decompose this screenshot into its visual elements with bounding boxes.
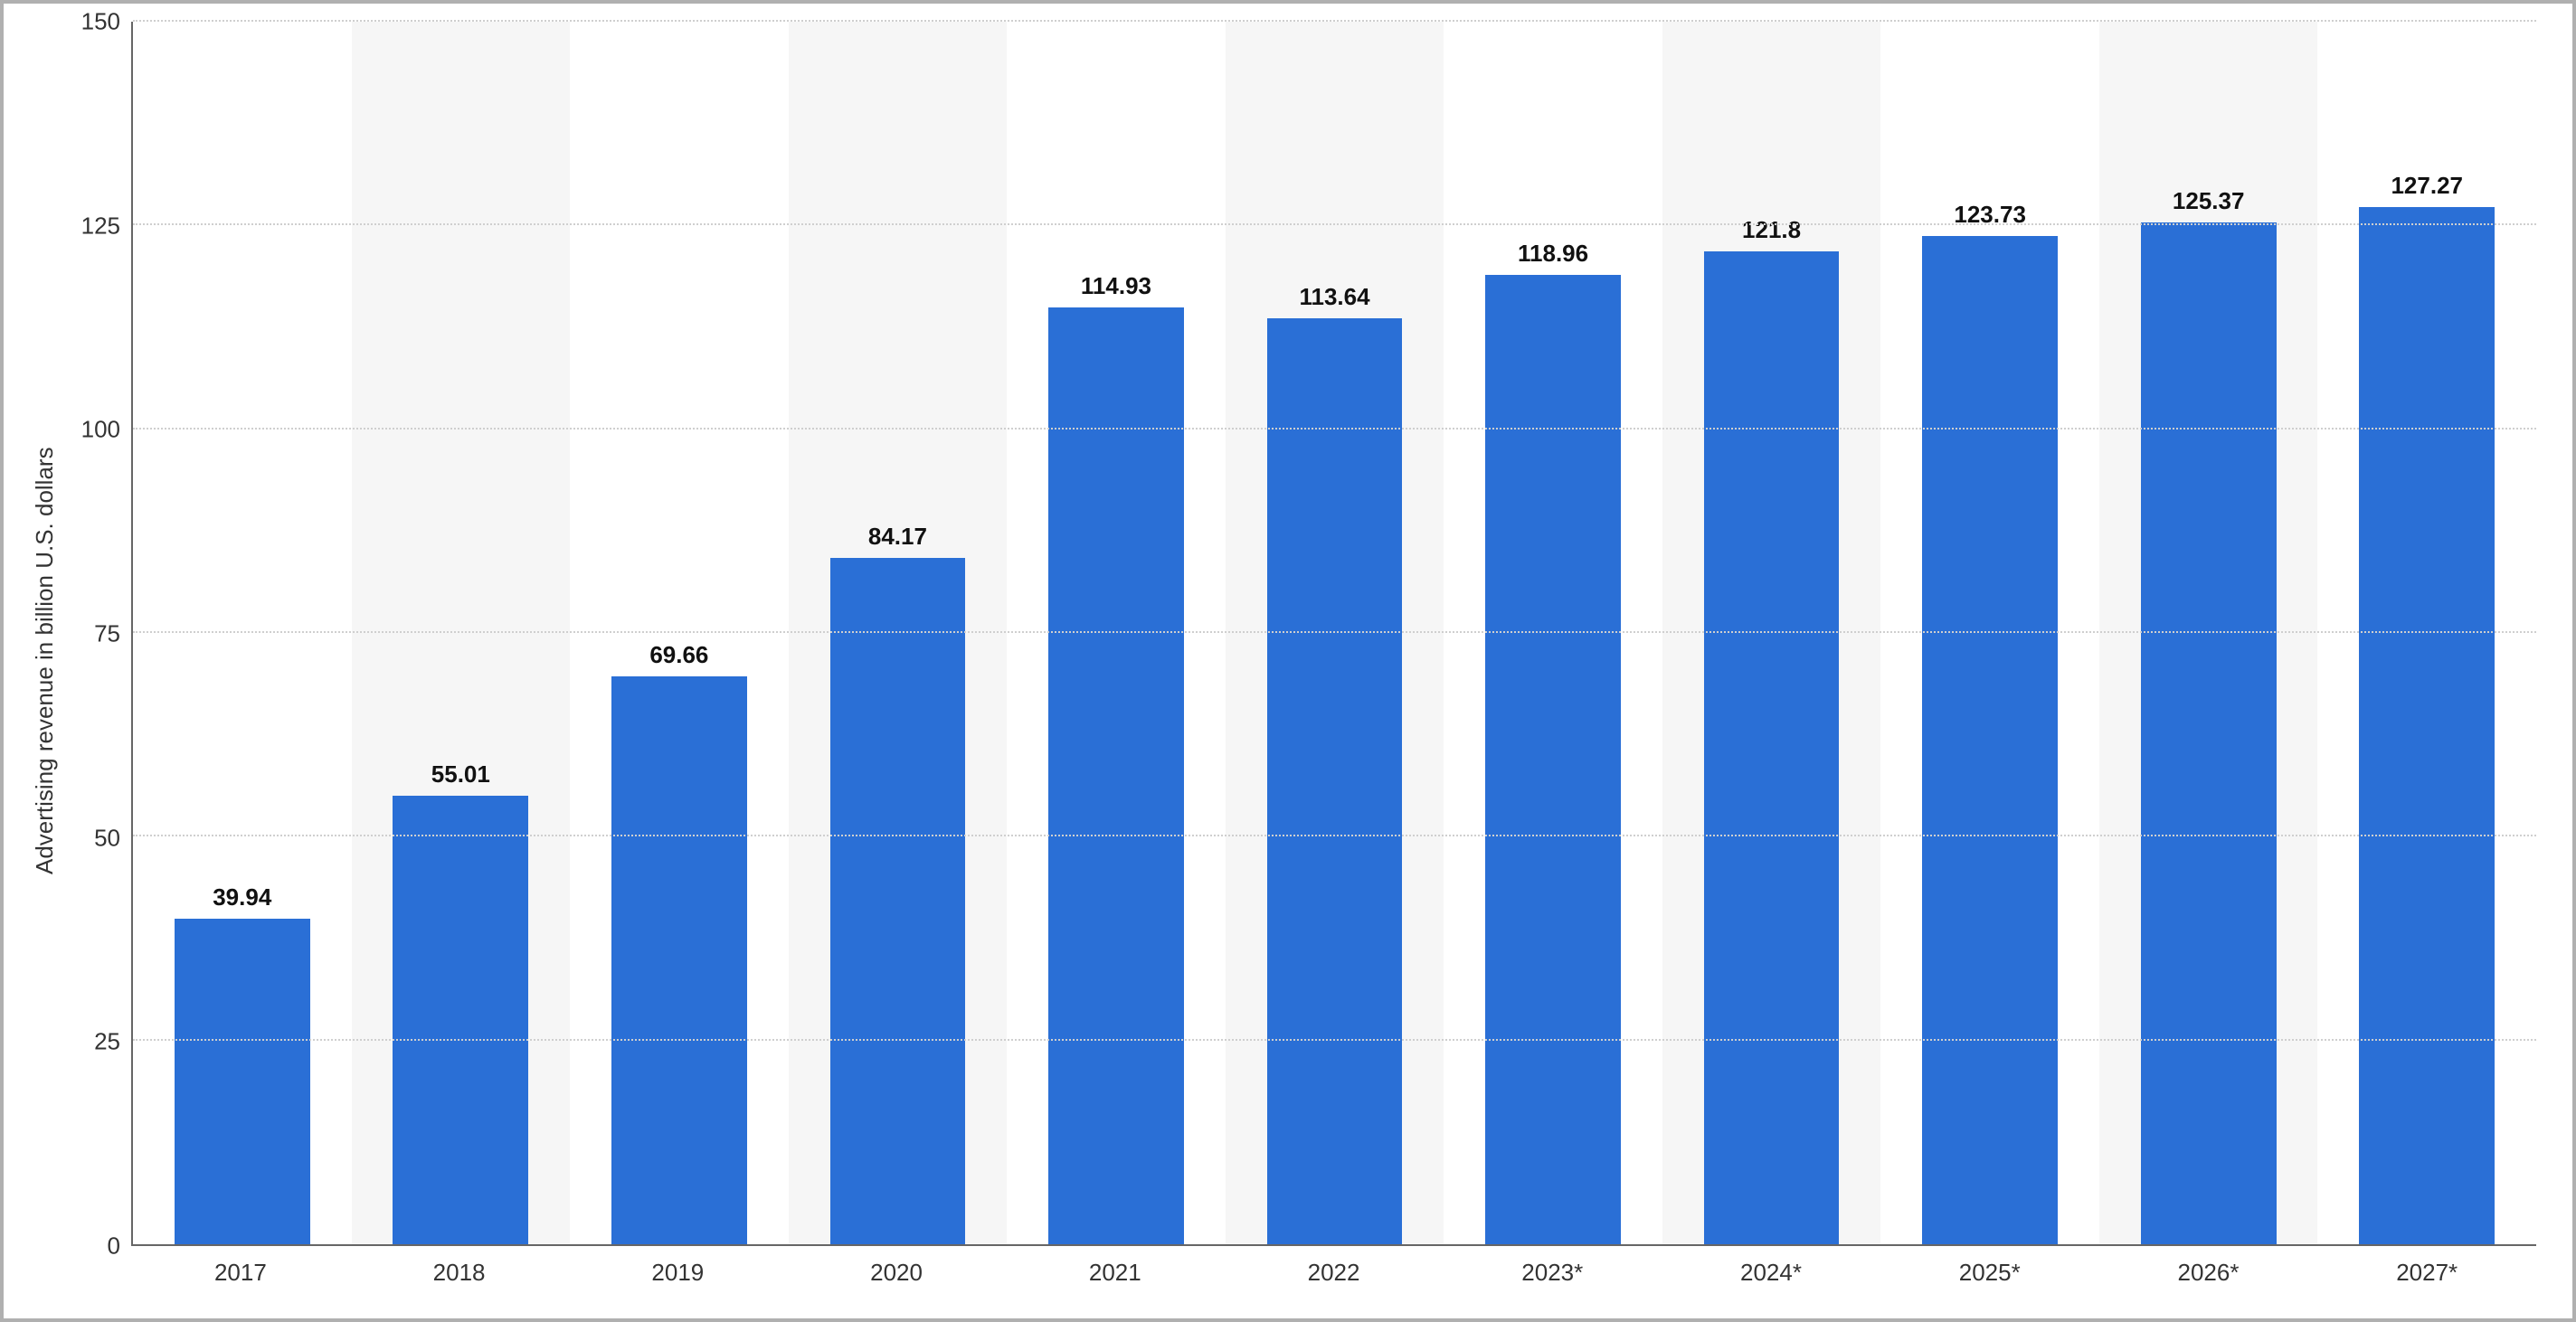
x-tick-label: 2022 — [1225, 1246, 1444, 1300]
gridline — [133, 1039, 2536, 1041]
y-axis-ticks: 0255075100125150 — [68, 22, 131, 1246]
x-tick-label: 2025* — [1880, 1246, 2099, 1300]
bar-slot: 69.66 — [570, 22, 789, 1244]
x-tick-label: 2018 — [350, 1246, 569, 1300]
bar-slot: 125.37 — [2099, 22, 2318, 1244]
bar — [830, 558, 966, 1244]
gridline — [133, 631, 2536, 633]
bar-slot: 127.27 — [2317, 22, 2536, 1244]
x-axis-labels: 2017201820192020202120222023*2024*2025*2… — [131, 1246, 2536, 1300]
gridline — [133, 20, 2536, 22]
bar-value-label: 113.64 — [1299, 283, 1369, 311]
bar-value-label: 55.01 — [431, 760, 490, 788]
y-tick-label: 150 — [66, 8, 120, 36]
bar — [1485, 275, 1621, 1244]
x-tick-label: 2019 — [568, 1246, 787, 1300]
bars-grid-area: 39.94 55.01 69.66 84.17 114.93 113.64 118.96 12… — [131, 22, 2536, 1246]
chart-frame: Advertising revenue in billion U.S. doll… — [0, 0, 2576, 1322]
bars-row: 39.94 55.01 69.66 84.17 114.93 113.64 118.96 12… — [133, 22, 2536, 1244]
bar-slot: 84.17 — [789, 22, 1008, 1244]
y-tick-label: 50 — [66, 824, 120, 852]
bar-slot: 39.94 — [133, 22, 352, 1244]
y-tick-label: 0 — [66, 1232, 120, 1261]
bar-value-label: 125.37 — [2173, 187, 2245, 215]
chart-body: Advertising revenue in billion U.S. doll… — [22, 22, 2536, 1300]
x-tick-label: 2026* — [2099, 1246, 2318, 1300]
bar — [1048, 307, 1184, 1244]
bar-slot: 121.8 — [1662, 22, 1881, 1244]
y-axis-title: Advertising revenue in billion U.S. doll… — [22, 22, 68, 1300]
y-tick-label: 75 — [66, 620, 120, 648]
bar-value-label: 84.17 — [868, 523, 927, 551]
bar — [1922, 236, 2058, 1244]
gridline — [133, 428, 2536, 430]
bar-value-label: 118.96 — [1518, 240, 1588, 268]
gridline — [133, 835, 2536, 836]
bar-value-label: 121.8 — [1742, 216, 1801, 244]
x-tick-label: 2023* — [1443, 1246, 1662, 1300]
y-tick-label: 125 — [66, 212, 120, 240]
bar-slot: 123.73 — [1880, 22, 2099, 1244]
bar — [1267, 318, 1403, 1244]
x-tick-label: 2027* — [2317, 1246, 2536, 1300]
bar — [1704, 251, 1840, 1244]
bar — [611, 676, 747, 1244]
x-tick-label: 2024* — [1662, 1246, 1880, 1300]
plot-column: 0255075100125150 39.9455.0169.6684.17114… — [68, 22, 2536, 1300]
bar-value-label: 127.27 — [2391, 172, 2463, 200]
bar-slot: 55.01 — [352, 22, 571, 1244]
bar-value-label: 114.93 — [1081, 272, 1151, 300]
x-tick-label: 2021 — [1006, 1246, 1225, 1300]
x-tick-label: 2017 — [131, 1246, 350, 1300]
bar — [175, 919, 310, 1244]
bar-slot: 114.93 — [1007, 22, 1226, 1244]
x-tick-label: 2020 — [787, 1246, 1006, 1300]
bar — [2141, 222, 2277, 1244]
bar — [393, 796, 528, 1244]
gridline — [133, 223, 2536, 225]
bar — [2359, 207, 2495, 1244]
bar-slot: 113.64 — [1226, 22, 1444, 1244]
y-tick-label: 25 — [66, 1028, 120, 1056]
bar-slot: 118.96 — [1444, 22, 1662, 1244]
bar-value-label: 69.66 — [649, 641, 708, 669]
plot-area: 0255075100125150 39.9455.0169.6684.17114… — [68, 22, 2536, 1246]
bar-value-label: 39.94 — [213, 883, 271, 911]
y-tick-label: 100 — [66, 416, 120, 444]
